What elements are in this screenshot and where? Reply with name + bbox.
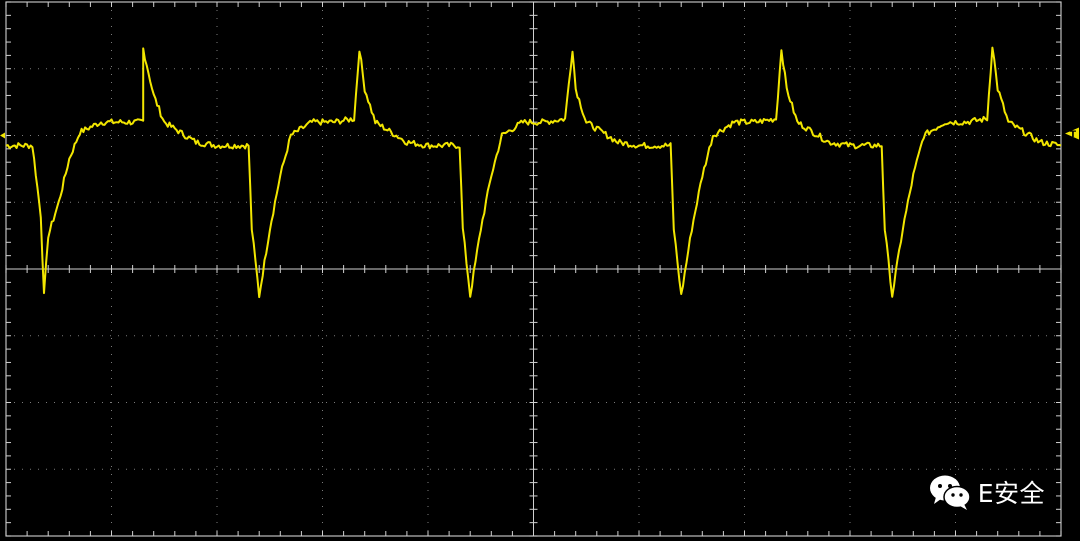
watermark: E安全 [928,473,1045,511]
trigger-markers: T [0,127,1079,140]
wechat-icon [929,475,971,510]
waveform-trace-line [5,46,1062,299]
waveform-trace [5,46,1062,299]
trigger-level-arrow [1065,127,1079,140]
trigger-level-label: T [1070,130,1077,140]
channel-ground-marker [0,132,5,139]
watermark-text: E安全 [977,479,1045,508]
trigger-level-marker-icon: T [1065,127,1079,140]
graticule-center-axes [5,1,1062,537]
